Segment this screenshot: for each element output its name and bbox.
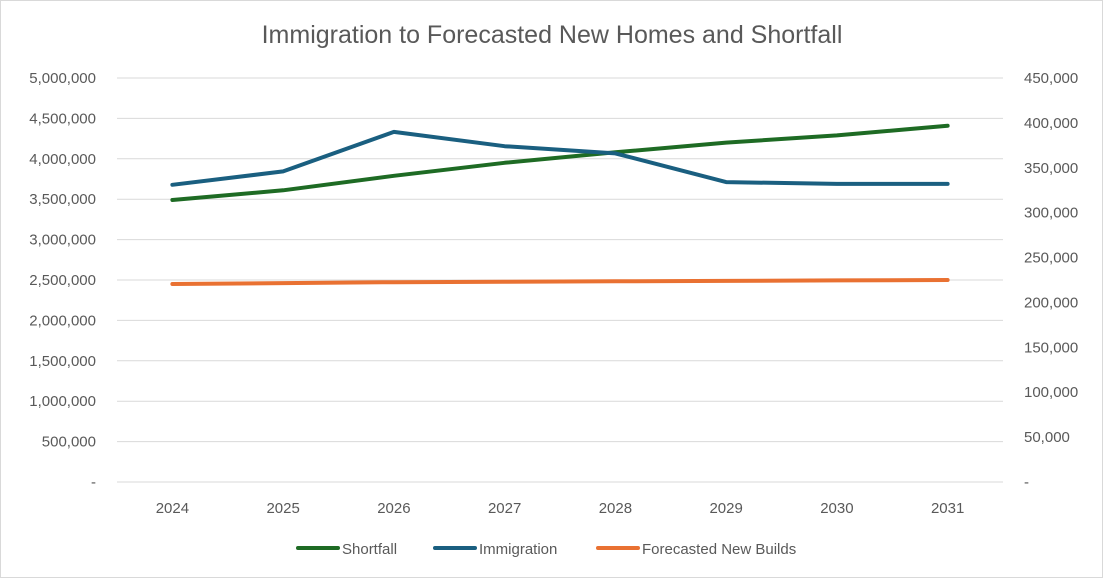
chart-title: Immigration to Forecasted New Homes and … xyxy=(262,21,843,49)
x-tick-label: 2031 xyxy=(931,500,964,517)
y-left-tick-label: 3,500,000 xyxy=(29,191,96,208)
y-right-tick-label: 350,000 xyxy=(1024,160,1078,177)
y-left-tick-label: 4,500,000 xyxy=(29,110,96,127)
y-right-tick-label: 450,000 xyxy=(1024,70,1078,87)
y-right-tick-label: 50,000 xyxy=(1024,429,1070,446)
series-line-forecasted-new-builds xyxy=(172,280,947,284)
y-left-tick-label: 5,000,000 xyxy=(29,70,96,87)
legend-label: Forecasted New Builds xyxy=(642,541,796,558)
y-left-tick-label: 1,500,000 xyxy=(29,353,96,370)
x-tick-label: 2028 xyxy=(599,500,632,517)
x-tick-label: 2029 xyxy=(709,500,742,517)
y-left-tick-label: 3,000,000 xyxy=(29,232,96,249)
x-tick-label: 2026 xyxy=(377,500,410,517)
y-left-tick-label: 2,000,000 xyxy=(29,312,96,329)
y-left-tick-label: - xyxy=(91,474,96,491)
y-right-tick-label: 200,000 xyxy=(1024,294,1078,311)
y-right-tick-label: - xyxy=(1024,474,1029,491)
x-tick-label: 2025 xyxy=(266,500,299,517)
y-left-tick-label: 4,000,000 xyxy=(29,151,96,168)
x-tick-label: 2024 xyxy=(156,500,189,517)
y-right-tick-label: 150,000 xyxy=(1024,339,1078,356)
legend-label: Shortfall xyxy=(342,541,397,558)
y-right-tick-label: 400,000 xyxy=(1024,115,1078,132)
y-right-tick-label: 250,000 xyxy=(1024,250,1078,267)
y-right-tick-label: 100,000 xyxy=(1024,384,1078,401)
legend-label: Immigration xyxy=(479,541,557,558)
x-tick-label: 2027 xyxy=(488,500,521,517)
y-left-tick-label: 2,500,000 xyxy=(29,272,96,289)
series-line-shortfall xyxy=(172,126,947,200)
y-left-tick-label: 1,000,000 xyxy=(29,393,96,410)
y-left-tick-label: 500,000 xyxy=(42,434,96,451)
y-right-tick-label: 300,000 xyxy=(1024,205,1078,222)
x-tick-label: 2030 xyxy=(820,500,853,517)
